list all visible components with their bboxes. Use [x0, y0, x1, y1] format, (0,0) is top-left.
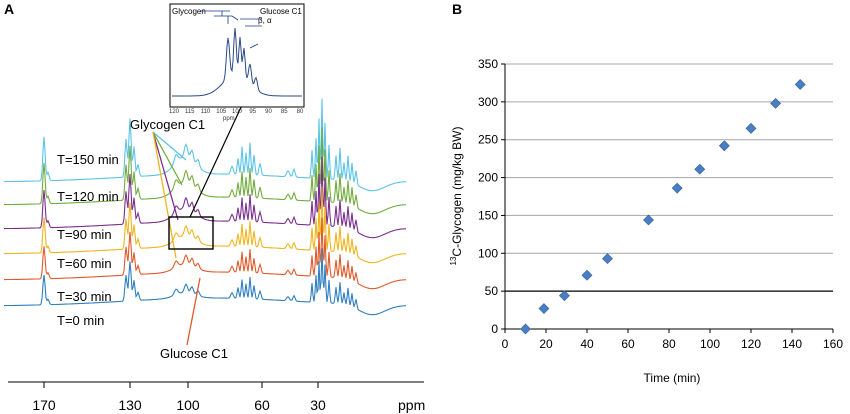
data-point — [794, 79, 806, 90]
inset-glycogen-bracket — [200, 10, 239, 24]
trace-label-60: T=60 min — [57, 256, 112, 271]
inset-tick-label: 80 — [297, 109, 304, 115]
data-point — [559, 290, 570, 302]
inset-x-unit: ppm — [223, 116, 235, 122]
panel-a-nmr-spectra: A T=150 min T=120 min T=90 min T=60 min … — [4, 1, 425, 413]
panel-a-tick-label: 130 — [118, 397, 142, 413]
spectrum-trace-1 — [4, 127, 407, 215]
spectrum-trace-4 — [4, 217, 407, 290]
panel-a-letter: A — [4, 1, 14, 17]
panel-b-scatter-chart: B 0 50 100 150 200 250 300 350 0 20 40 60 80 100 120 1… — [449, 1, 843, 385]
inset-label-beta-alpha: β, α — [258, 16, 272, 25]
panel-b-y-axis-label: 13C-Glycogen (mg/kg BW) — [449, 127, 464, 266]
y-tick-label: 250 — [478, 133, 498, 147]
glycogen-c1-leaders — [152, 131, 187, 259]
x-tick-label: 120 — [741, 337, 761, 351]
zoom-connector — [189, 102, 244, 218]
inset-curve — [172, 28, 302, 97]
panel-a-tick-label: 60 — [254, 397, 270, 413]
inset-spectrum: Glycogen Glucose C1 β, α 120 115 110 105 100… — [169, 3, 305, 122]
data-point — [520, 323, 531, 335]
inset-tick-label: 115 — [185, 109, 195, 115]
y-tick-label: 0 — [491, 322, 498, 336]
x-tick-label: 160 — [823, 337, 843, 351]
data-point — [538, 303, 550, 314]
data-point — [770, 97, 782, 109]
spectrum-trace-5 — [4, 248, 407, 316]
trace-label-90: T=90 min — [57, 227, 112, 242]
panel-b-letter: B — [452, 1, 462, 17]
inset-label-glucose: Glucose C1 — [260, 7, 302, 16]
panel-a-tick-label: 100 — [176, 397, 200, 413]
trace-label-30: T=30 min — [57, 289, 112, 304]
y-tick-label: 150 — [478, 208, 498, 222]
panel-a-x-ticks: 170 130 100 60 30 — [32, 382, 326, 413]
panel-b-axes — [504, 64, 833, 330]
inset-tick-label: 95 — [249, 109, 256, 115]
panel-b-x-axis-label: Time (min) — [644, 371, 701, 385]
data-point — [694, 163, 706, 175]
y-tick-label: 200 — [478, 171, 498, 185]
inset-tick-label: 105 — [216, 109, 227, 115]
data-point — [643, 214, 654, 226]
inset-glucose-bracket — [240, 18, 262, 49]
y-tick-label: 300 — [478, 95, 498, 109]
spectrum-trace-3 — [4, 186, 407, 264]
glycogen-c1-annotation: Glycogen C1 — [130, 117, 205, 132]
inset-tick-label: 90 — [265, 109, 272, 115]
spectrum-trace-0 — [4, 98, 407, 192]
panel-a-tick-label: 30 — [310, 397, 326, 413]
y-tick-label: 350 — [478, 57, 498, 71]
panel-a-x-unit: ppm — [398, 397, 425, 413]
panel-a-tick-label: 170 — [32, 397, 56, 413]
x-tick-label: 80 — [662, 337, 676, 351]
data-point — [602, 253, 613, 265]
trace-label-150: T=150 min — [57, 152, 119, 167]
inset-label-glycogen: Glycogen — [172, 7, 206, 16]
x-tick-label: 140 — [782, 337, 802, 351]
y-tick-label: 100 — [478, 246, 498, 260]
data-point — [581, 269, 593, 281]
spectrum-trace-2 — [4, 156, 407, 239]
inset-tick-label: 85 — [281, 109, 288, 115]
panel-b-x-tick-labels: 0 20 40 60 80 100 120 140 160 — [502, 329, 843, 351]
data-point — [745, 122, 757, 134]
x-tick-label: 60 — [621, 337, 635, 351]
inset-tick-label: 120 — [169, 109, 180, 115]
panel-b-y-tick-labels: 0 50 100 150 200 250 300 350 — [478, 57, 505, 336]
spectra-traces — [4, 98, 407, 316]
x-tick-label: 0 — [502, 337, 509, 351]
zoom-box — [168, 216, 214, 250]
x-tick-label: 20 — [539, 337, 553, 351]
panel-b-data-points — [520, 79, 806, 335]
inset-x-ticks: 120 115 110 105 100 95 90 85 80 — [169, 109, 304, 115]
data-point — [718, 140, 730, 152]
data-point — [671, 182, 683, 194]
trace-label-120: T=120 min — [57, 189, 119, 204]
inset-tick-label: 110 — [201, 109, 211, 115]
x-tick-label: 40 — [580, 337, 594, 351]
trace-label-0: T=0 min — [57, 313, 104, 328]
y-label-superscript: 13 — [449, 256, 458, 265]
y-tick-label: 50 — [485, 284, 499, 298]
y-label-text: C-Glycogen (mg/kg BW) — [450, 127, 464, 257]
inset-tick-label: 100 — [232, 109, 243, 115]
glucose-c1-leader — [186, 277, 201, 346]
x-tick-label: 100 — [700, 337, 720, 351]
panel-b-gridlines — [505, 63, 833, 292]
glucose-c1-annotation: Glucose C1 — [160, 346, 228, 361]
